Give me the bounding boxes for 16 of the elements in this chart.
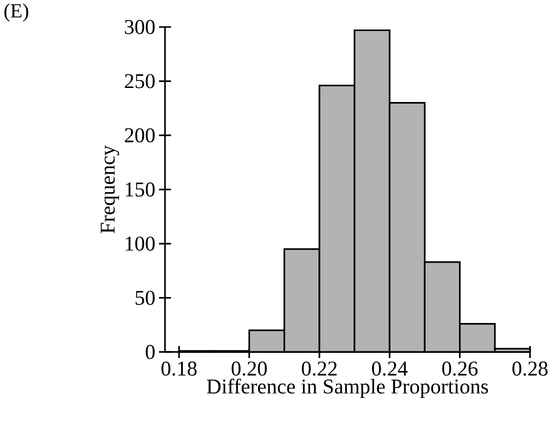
x-tick-label: 0.18	[161, 362, 197, 376]
y-tick-label: 50	[136, 290, 155, 305]
x-tick-label: 0.20	[232, 362, 267, 376]
x-tick-label: 0.28	[512, 362, 548, 376]
y-axis-title: Frequency	[100, 145, 120, 234]
y-tick-label: 0	[146, 344, 155, 360]
x-axis-title: Difference in Sample Proportions	[206, 378, 488, 398]
y-tick-label: 100	[126, 236, 155, 251]
y-tick-label: 200	[124, 128, 155, 142]
x-tick-label: 0.22	[302, 362, 337, 376]
y-tick-label: 150	[126, 182, 155, 197]
x-tick-label: 0.26	[442, 362, 478, 376]
y-tick-label: 250	[124, 74, 155, 88]
x-tick-label: 0.24	[372, 362, 408, 376]
y-tick-label: 300	[124, 20, 155, 34]
text: (E)	[4, 4, 28, 22]
